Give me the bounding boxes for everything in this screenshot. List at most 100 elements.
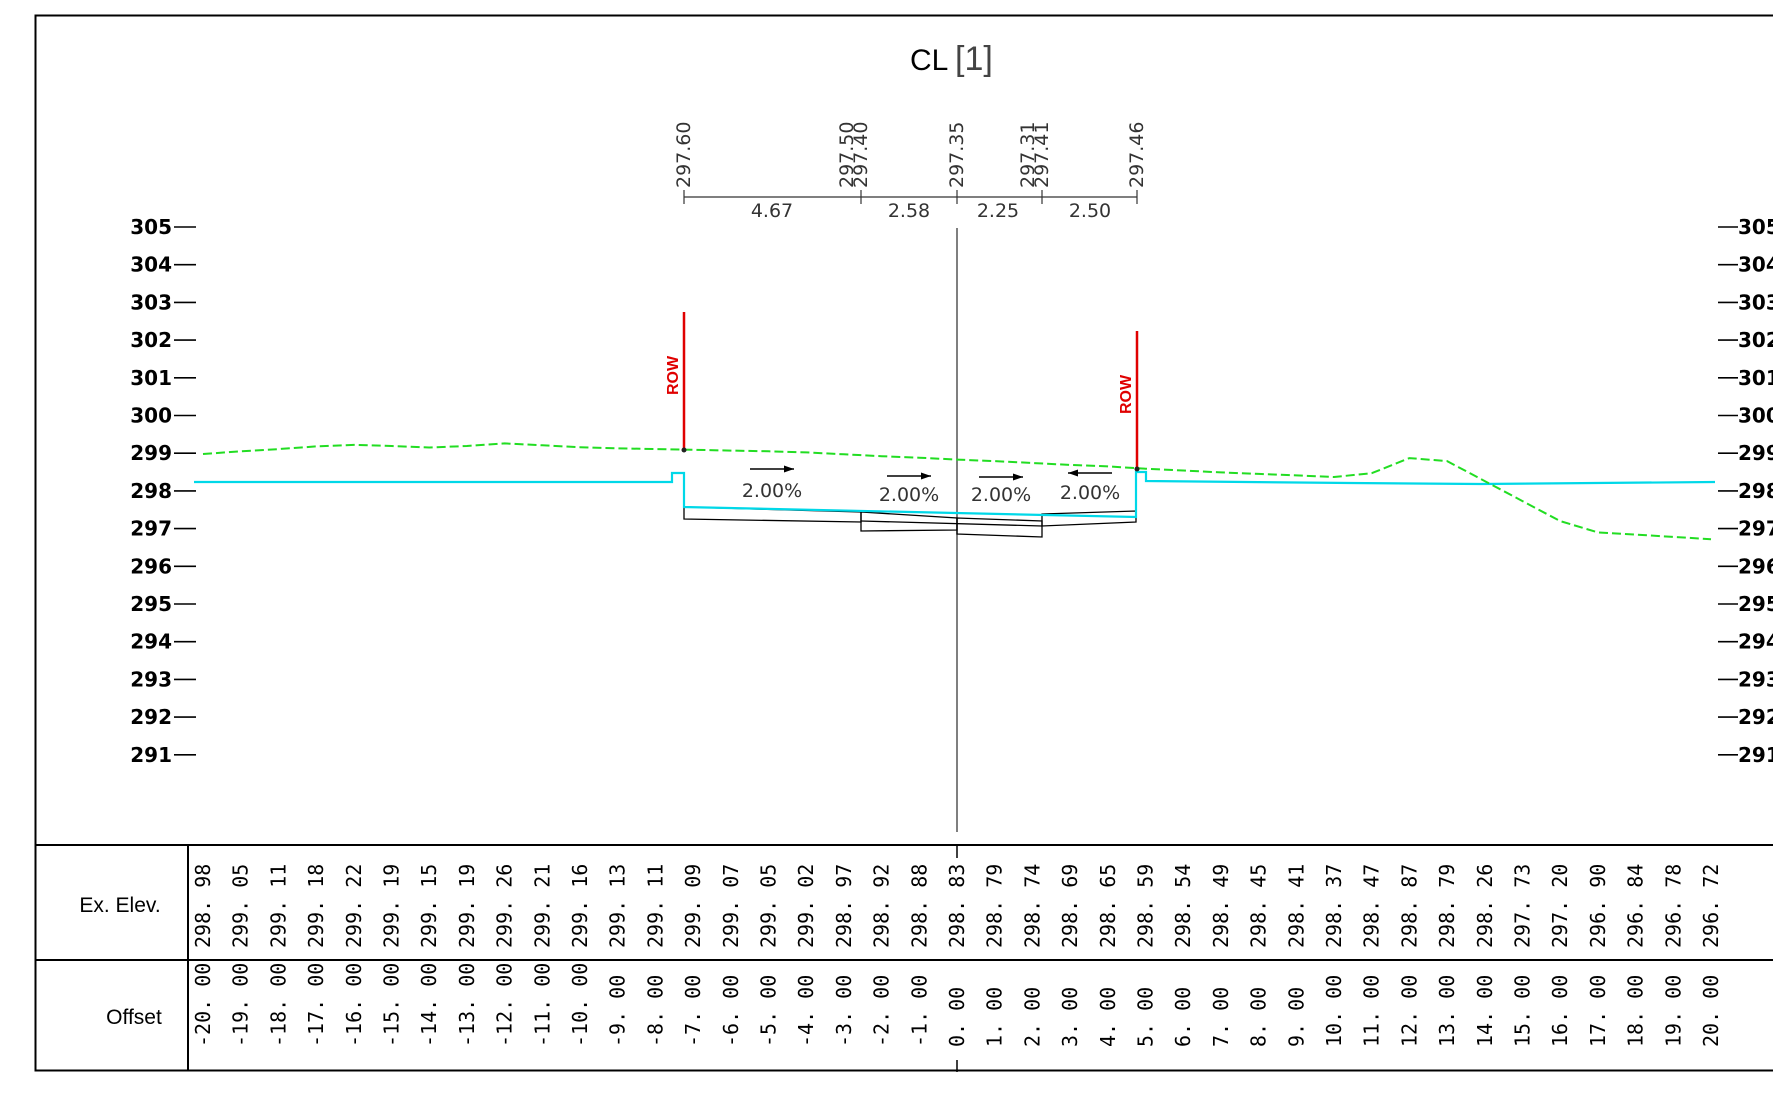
y-tick-label-left: 299 — [130, 441, 172, 465]
offset-cell: 2. 00 — [1020, 987, 1044, 1047]
y-tick-label-right: 298 — [1738, 479, 1773, 503]
elevation-cell: 299. 22 — [342, 864, 366, 948]
y-tick-label-left: 305 — [130, 215, 172, 239]
y-tick-label-right: 301 — [1738, 366, 1773, 390]
elevation-cell: 297. 73 — [1511, 864, 1535, 948]
elevation-cell: 298. 54 — [1171, 864, 1195, 948]
y-tick-label-left: 301 — [130, 366, 172, 390]
y-tick-label-right: 299 — [1738, 441, 1773, 465]
pavement-right-outer — [1042, 511, 1136, 526]
offset-cell: 14. 00 — [1473, 975, 1497, 1047]
offset-cell: -20. 00 — [191, 963, 215, 1047]
slope-arrow-head — [1013, 474, 1023, 481]
y-tick-label-left: 302 — [130, 328, 172, 352]
offset-cell: -7. 00 — [681, 975, 705, 1047]
elevation-cell: 299. 26 — [493, 864, 517, 948]
elevation-cell: 296. 84 — [1624, 864, 1648, 948]
elevation-cell: 299. 19 — [380, 864, 404, 948]
offset-cell: -9. 00 — [606, 975, 630, 1047]
offset-cell: -18. 00 — [266, 963, 290, 1047]
y-tick-label-right: 296 — [1738, 554, 1773, 578]
y-tick-label-right: 303 — [1738, 290, 1773, 314]
offset-cell: -17. 00 — [304, 963, 328, 1047]
width-label: 4.67 — [751, 200, 793, 222]
offset-cell: -10. 00 — [568, 963, 592, 1047]
elevation-cell: 298. 74 — [1020, 864, 1044, 948]
offset-cell: -15. 00 — [380, 963, 404, 1047]
elevation-cell: 298. 45 — [1247, 864, 1271, 948]
offset-cell: 13. 00 — [1435, 975, 1459, 1047]
row-point-right — [1135, 467, 1140, 472]
slope-annotations: 2.00% 2.00% 2.00% 2.00% — [742, 466, 1120, 507]
y-axis-right: 3053043033023013002992982972962952942932… — [1718, 215, 1773, 767]
elevation-cell: 299. 21 — [530, 864, 554, 948]
offset-row: -20. 00 -19. 00 -18. 00 -17. 00 -16. 00 -15. … — [191, 963, 1723, 1047]
offset-cell: 6. 00 — [1171, 987, 1195, 1047]
y-tick-label-right: 302 — [1738, 328, 1773, 352]
elevation-cell: 299. 18 — [304, 864, 328, 948]
offset-cell: -4. 00 — [794, 975, 818, 1047]
y-tick-label-right: 305 — [1738, 215, 1773, 239]
offset-cell: -14. 00 — [417, 963, 441, 1047]
row-label-left: ROW — [665, 355, 682, 395]
table-label-offset: Offset — [106, 1006, 162, 1029]
elevation-cell: 296. 78 — [1661, 864, 1685, 948]
elevation-cell: 299. 07 — [719, 864, 743, 948]
offset-cell: -1. 00 — [907, 975, 931, 1047]
y-tick-label-left: 293 — [130, 667, 172, 691]
slope-label: 2.00% — [1060, 482, 1120, 504]
elevation-cell: 298. 87 — [1397, 864, 1421, 948]
offset-cell: 5. 00 — [1134, 987, 1158, 1047]
top-elevation-label: 297.46 — [1126, 122, 1148, 188]
top-elevation-label: 297.60 — [673, 122, 695, 188]
offset-cell: -5. 00 — [757, 975, 781, 1047]
row-label-right: ROW — [1118, 374, 1135, 414]
slope-label: 2.00% — [742, 480, 802, 502]
elevation-cell: 296. 90 — [1586, 864, 1610, 948]
elevation-cell: 299. 16 — [568, 864, 592, 948]
elevation-cell: 298. 69 — [1058, 864, 1082, 948]
offset-cell: -19. 00 — [229, 963, 253, 1047]
title-index: [1] — [955, 40, 993, 78]
table-label-elevation: Ex. Elev. — [79, 894, 160, 917]
y-tick-label-right: 300 — [1738, 404, 1773, 428]
elevation-cell: 296. 72 — [1699, 864, 1723, 948]
y-tick-label-left: 295 — [130, 592, 172, 616]
elevation-cell: 299. 09 — [681, 864, 705, 948]
elevation-cell: 299. 19 — [455, 864, 479, 948]
y-tick-label-right: 291 — [1738, 743, 1773, 767]
top-elevation-label: 297.41 — [1031, 122, 1053, 188]
elevation-cell: 299. 13 — [606, 864, 630, 948]
slope-label: 2.00% — [971, 484, 1031, 506]
elevation-cell: 298. 49 — [1209, 864, 1233, 948]
offset-cell: 4. 00 — [1096, 987, 1120, 1047]
proposed-surface-line — [194, 472, 1715, 517]
slope-arrow-head — [1068, 470, 1078, 477]
width-label: 2.50 — [1069, 200, 1111, 222]
elevation-cell: 298. 59 — [1134, 864, 1158, 948]
offset-cell: 8. 00 — [1247, 987, 1271, 1047]
elevation-cell: 299. 02 — [794, 864, 818, 948]
offset-cell: 15. 00 — [1511, 975, 1535, 1047]
elevation-cell: 298. 88 — [907, 864, 931, 948]
offset-cell: 7. 00 — [1209, 987, 1233, 1047]
y-tick-label-left: 291 — [130, 743, 172, 767]
offset-cell: 20. 00 — [1699, 975, 1723, 1047]
offset-cell: 10. 00 — [1322, 975, 1346, 1047]
offset-cell: -16. 00 — [342, 963, 366, 1047]
y-tick-label-right: 294 — [1738, 630, 1773, 654]
y-axis-left: 3053043033023013002992982972962952942932… — [130, 215, 196, 767]
slope-label: 2.00% — [879, 484, 939, 506]
offset-cell: -11. 00 — [530, 963, 554, 1047]
elevation-cell: 298. 97 — [832, 864, 856, 948]
offset-cell: 0. 00 — [945, 987, 969, 1047]
slope-arrow-head — [921, 473, 931, 480]
y-tick-label-right: 304 — [1738, 253, 1773, 277]
offset-cell: 11. 00 — [1360, 975, 1384, 1047]
elevation-cell: 299. 11 — [266, 864, 290, 948]
y-tick-label-left: 298 — [130, 479, 172, 503]
offset-cell: 1. 00 — [983, 987, 1007, 1047]
elevation-cell: 299. 05 — [229, 864, 253, 948]
